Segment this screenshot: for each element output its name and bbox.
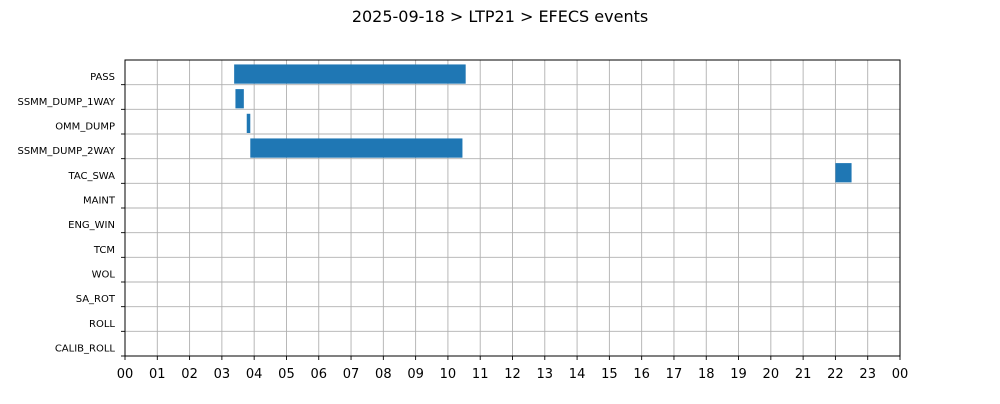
x-tick-label: 17 xyxy=(666,367,683,382)
x-tick-label: 06 xyxy=(310,367,327,382)
y-tick-label: ROLL xyxy=(89,319,115,330)
chart-title: 2025-09-18 > LTP21 > EFECS events xyxy=(352,7,648,26)
event-bar xyxy=(250,138,463,158)
x-axis: 00 01 02 03 04 05 06 07 08 09 10 11 12 13 14 15 16 17 18 19… xyxy=(117,356,909,382)
x-tick-label: 02 xyxy=(181,367,198,382)
y-tick-label: SSMM_DUMP_2WAY xyxy=(17,146,115,157)
y-tick-label: TAC_SWA xyxy=(67,171,115,182)
y-tick-label: SA_ROT xyxy=(76,294,116,305)
y-tick-label: WOL xyxy=(92,270,116,281)
x-tick-label: 01 xyxy=(149,367,166,382)
x-tick-label: 11 xyxy=(472,367,489,382)
x-tick-label: 08 xyxy=(375,367,392,382)
y-tick-label: PASS xyxy=(90,72,115,83)
event-bar xyxy=(234,64,466,84)
y-tick-label: OMM_DUMP xyxy=(55,122,115,133)
x-tick-label: 19 xyxy=(730,367,747,382)
x-tick-label: 03 xyxy=(214,367,231,382)
x-tick-label: 05 xyxy=(278,367,295,382)
plot-frame xyxy=(124,59,901,357)
x-tick-label: 07 xyxy=(343,367,360,382)
event-bar xyxy=(235,89,244,109)
event-bar xyxy=(246,113,251,134)
x-tick-label: 21 xyxy=(795,367,812,382)
x-tick-label: 20 xyxy=(763,367,780,382)
x-tick-label: 15 xyxy=(601,367,618,382)
y-tick-label: MAINT xyxy=(83,196,116,207)
x-tick-label: 23 xyxy=(859,367,876,382)
y-tick-label: SSMM_DUMP_1WAY xyxy=(17,97,115,108)
y-tick-label: ENG_WIN xyxy=(68,220,115,231)
x-tick-label: 09 xyxy=(407,367,424,382)
y-tick-label: TCM xyxy=(93,245,115,256)
x-tick-label: 16 xyxy=(633,367,650,382)
x-tick-label: 22 xyxy=(827,367,844,382)
y-axis: PASS SSMM_DUMP_1WAY OMM_DUMP SSMM_DUMP_2WAY… xyxy=(17,72,125,357)
event-bar xyxy=(835,163,852,183)
x-tick-label: 13 xyxy=(537,367,554,382)
x-tick-label: 00 xyxy=(892,367,909,382)
x-tick-label: 14 xyxy=(569,367,586,382)
x-tick-label: 00 xyxy=(117,367,134,382)
x-tick-label: 04 xyxy=(246,367,263,382)
x-tick-label: 10 xyxy=(440,367,457,382)
y-tick-label: CALIB_ROLL xyxy=(55,344,116,355)
x-tick-label: 12 xyxy=(504,367,521,382)
event-bars xyxy=(234,64,852,183)
x-tick-label: 18 xyxy=(698,367,715,382)
